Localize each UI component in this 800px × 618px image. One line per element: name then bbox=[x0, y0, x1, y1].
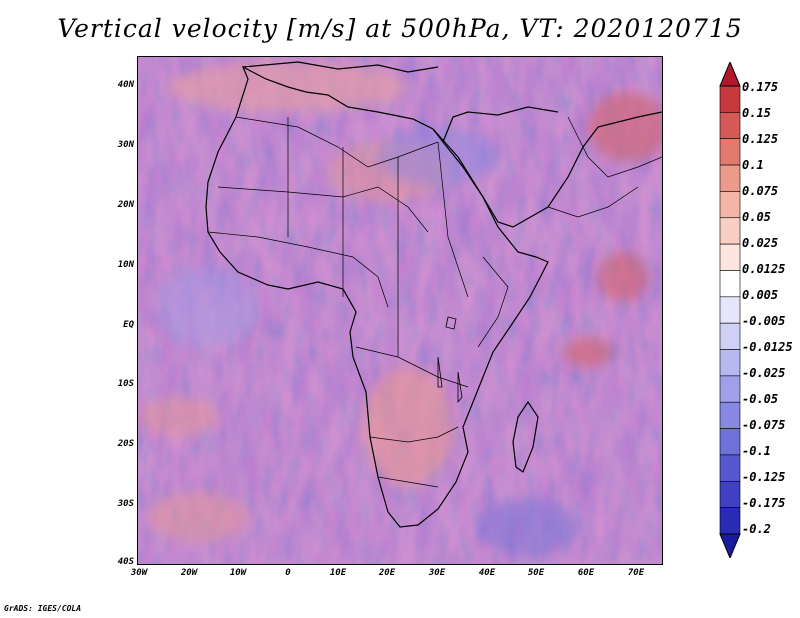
colorbar-label: 0.005 bbox=[742, 288, 779, 302]
x-axis-label: 20E bbox=[378, 568, 396, 578]
x-axis-label: 30E bbox=[428, 568, 446, 578]
x-axis-label: 0 bbox=[285, 568, 291, 578]
colorbar-label: 0.1 bbox=[742, 158, 764, 172]
x-axis-label: 10W bbox=[229, 568, 247, 578]
colorbar-segment bbox=[719, 296, 741, 324]
levant-coastline bbox=[442, 106, 559, 143]
y-axis-label: 10N bbox=[117, 260, 134, 270]
colorbar-label: -0.175 bbox=[742, 496, 786, 510]
colorbar-segment bbox=[719, 85, 741, 113]
y-axis-label: 10S bbox=[117, 379, 134, 389]
map-plot-area bbox=[137, 56, 663, 565]
mediterranean-coastline bbox=[242, 61, 439, 73]
y-axis-label: 40S bbox=[117, 557, 134, 567]
colorbar-segment bbox=[719, 164, 741, 192]
y-axis-label: 20S bbox=[117, 439, 134, 449]
lakes bbox=[437, 316, 463, 404]
colorbar-segment bbox=[719, 375, 741, 403]
y-axis-label: 30N bbox=[117, 140, 134, 150]
colorbar-segment bbox=[719, 112, 741, 140]
colorbar-segment bbox=[719, 322, 741, 350]
colorbar-label: -0.075 bbox=[742, 418, 786, 432]
colorbar-segment bbox=[719, 480, 741, 508]
colorbar-top-arrow bbox=[719, 62, 741, 87]
colorbar-segment bbox=[719, 454, 741, 482]
madagascar-coastline bbox=[512, 400, 539, 473]
x-axis-label: 20W bbox=[180, 568, 198, 578]
colorbar-label: -0.2 bbox=[742, 522, 771, 536]
country-borders bbox=[207, 116, 662, 488]
x-axis-label: 10E bbox=[329, 568, 347, 578]
colorbar-segment bbox=[719, 349, 741, 377]
colorbar-label: 0.15 bbox=[742, 106, 771, 120]
x-axis-label: 50E bbox=[527, 568, 545, 578]
downdraft-regions bbox=[158, 127, 578, 557]
colorbar-segment bbox=[719, 401, 741, 429]
colorbar-label: -0.1 bbox=[742, 444, 771, 458]
y-axis-label: 20N bbox=[117, 200, 134, 210]
colorbar-label: -0.0125 bbox=[742, 340, 793, 354]
y-axis-label: EQ bbox=[123, 320, 134, 330]
colorbar-segment bbox=[719, 191, 741, 219]
updraft-regions bbox=[138, 62, 662, 542]
colorbar-label: 0.125 bbox=[742, 132, 779, 146]
colorbar-segment bbox=[719, 270, 741, 298]
y-axis-label: 40N bbox=[117, 80, 134, 90]
colorbar-label: 0.175 bbox=[742, 80, 779, 94]
colorbar-label: -0.025 bbox=[742, 366, 786, 380]
colorbar-segments bbox=[719, 85, 741, 535]
colorbar-label: -0.005 bbox=[742, 314, 786, 328]
colorbar-bottom-arrow bbox=[719, 533, 741, 558]
y-axis-label: 30S bbox=[117, 499, 134, 509]
x-axis-label: 60E bbox=[577, 568, 595, 578]
colorbar-label: -0.05 bbox=[742, 392, 779, 406]
africa-coastline bbox=[205, 65, 549, 528]
x-axis-label: 30W bbox=[130, 568, 148, 578]
x-axis-label: 70E bbox=[627, 568, 645, 578]
colorbar-label: 0.05 bbox=[742, 210, 771, 224]
map-title: Vertical velocity [m/s] at 500hPa, VT: 2… bbox=[57, 14, 743, 43]
colorbar-label: 0.025 bbox=[742, 236, 779, 250]
colorbar-label: 0.075 bbox=[742, 184, 779, 198]
x-axis-label: 40E bbox=[478, 568, 496, 578]
colorbar-label: 0.0125 bbox=[742, 262, 786, 276]
colorbar-segment bbox=[719, 217, 741, 245]
colorbar bbox=[719, 62, 741, 558]
colorbar-segment bbox=[719, 243, 741, 271]
colorbar-label: -0.125 bbox=[742, 470, 786, 484]
grads-credit: GrADS: IGES/COLA bbox=[4, 604, 82, 613]
velocity-field-map bbox=[138, 57, 662, 564]
colorbar-segment bbox=[719, 138, 741, 166]
colorbar-segment bbox=[719, 507, 741, 535]
colorbar-segment bbox=[719, 428, 741, 456]
